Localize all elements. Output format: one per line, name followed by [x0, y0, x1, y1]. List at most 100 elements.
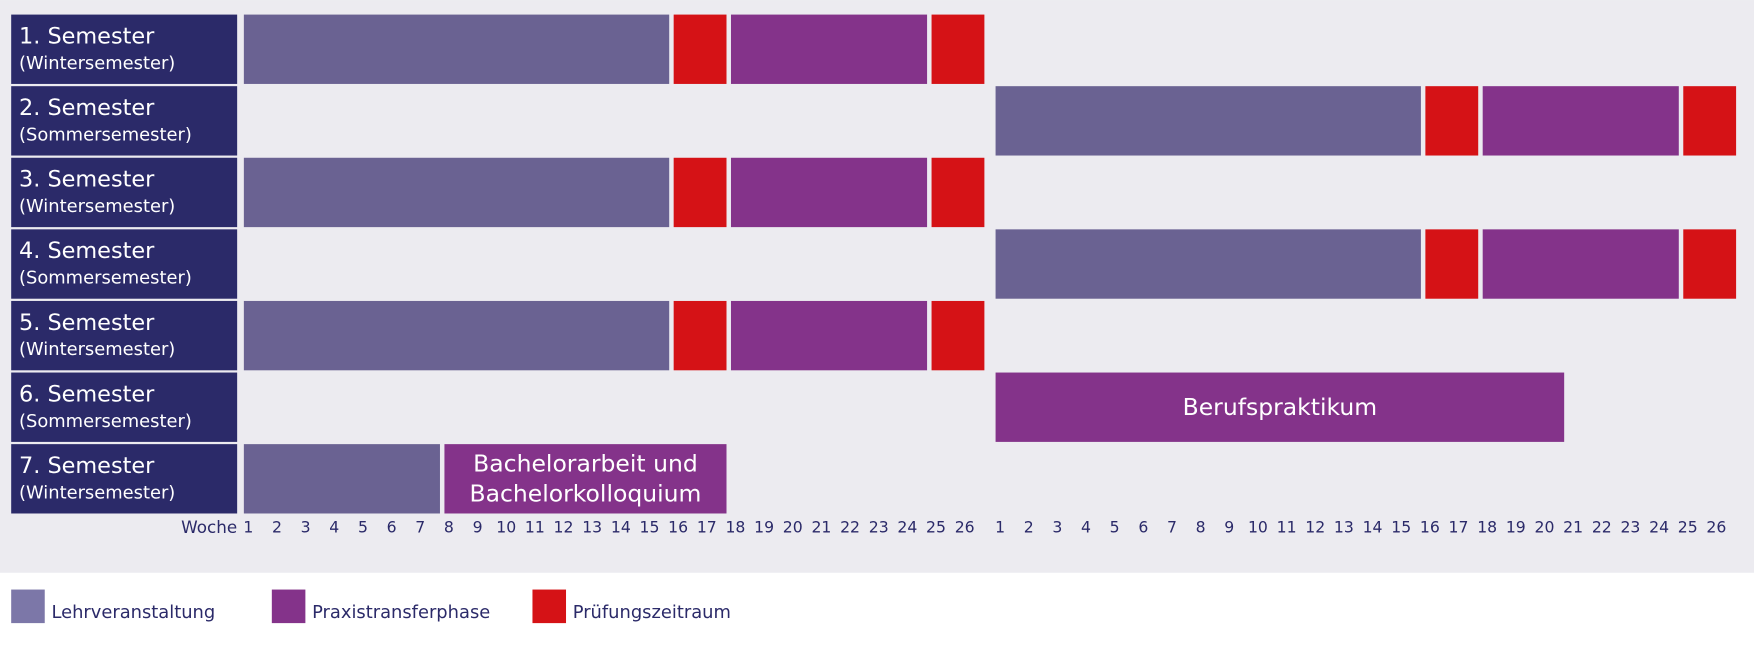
segment: [995, 372, 1565, 442]
week-label: 2: [1024, 518, 1034, 537]
week-label: 13: [1334, 518, 1354, 537]
week-label: 21: [1563, 518, 1583, 537]
row-subtitle: (Wintersemester): [19, 53, 175, 74]
week-label: 8: [1196, 518, 1206, 537]
row-title: 1. Semester: [19, 23, 155, 49]
week-label: 4: [1081, 518, 1091, 537]
week-label: 15: [1391, 518, 1411, 537]
segment: [1482, 86, 1679, 156]
week-label: 10: [1248, 518, 1268, 537]
row-label-box: [11, 86, 238, 156]
week-label: 14: [611, 518, 631, 537]
week-label: 11: [525, 518, 545, 537]
segment: [931, 300, 985, 371]
segment: [1425, 86, 1479, 156]
week-label: 17: [697, 518, 717, 537]
week-label: 12: [554, 518, 574, 537]
week-label: 16: [668, 518, 688, 537]
row-subtitle: (Sommersemester): [19, 124, 192, 145]
week-label: 20: [783, 518, 803, 537]
row-subtitle: (Sommersemester): [19, 268, 192, 289]
row-title: 6. Semester: [19, 381, 155, 407]
week-label: 21: [811, 518, 831, 537]
week-label: 9: [1224, 518, 1234, 537]
segment: [730, 157, 928, 228]
week-label: 6: [1138, 518, 1148, 537]
week-label: 23: [1620, 518, 1640, 537]
segment: [1683, 229, 1737, 299]
row-subtitle: (Wintersemester): [19, 339, 175, 360]
week-label: 12: [1305, 518, 1325, 537]
week-label: 3: [1052, 518, 1062, 537]
week-label: 23: [869, 518, 889, 537]
week-label: 19: [754, 518, 774, 537]
week-label: 8: [444, 518, 454, 537]
segment: [931, 14, 985, 84]
axis-label: Woche: [181, 517, 237, 537]
week-label: 11: [1277, 518, 1297, 537]
week-label: 24: [1649, 518, 1669, 537]
row-title: 7. Semester: [19, 453, 155, 479]
row-label-box: [11, 229, 238, 299]
legend-swatch: [532, 589, 567, 624]
segment-label: Bachelorarbeit und: [473, 449, 698, 477]
segment: [730, 14, 928, 84]
week-label: 22: [840, 518, 860, 537]
segment: [673, 14, 727, 84]
segment: [1482, 229, 1679, 299]
row-title: 4. Semester: [19, 238, 155, 264]
week-label: 7: [415, 518, 425, 537]
week-label: 20: [1535, 518, 1555, 537]
segment: [243, 300, 670, 371]
week-label: 4: [329, 518, 339, 537]
week-label: 1: [995, 518, 1005, 537]
legend-label: Lehrveranstaltung: [51, 602, 215, 623]
segment: [673, 157, 727, 228]
row-title: 2. Semester: [19, 95, 155, 121]
legend-swatch: [271, 589, 306, 624]
row-label-box: [11, 14, 238, 84]
row-label-box: [11, 372, 238, 442]
week-label: 10: [496, 518, 516, 537]
row-label-box: [11, 157, 238, 228]
week-label: 5: [1110, 518, 1120, 537]
segment: [995, 229, 1421, 299]
segment: [673, 300, 727, 371]
row-subtitle: (Wintersemester): [19, 196, 175, 217]
week-label: 13: [582, 518, 602, 537]
row-subtitle: (Sommersemester): [19, 411, 192, 432]
week-label: 22: [1592, 518, 1612, 537]
legend-swatch: [11, 589, 45, 624]
row-title: 3. Semester: [19, 167, 155, 193]
row-title: 5. Semester: [19, 310, 155, 336]
week-label: 25: [926, 518, 946, 537]
segment: [995, 86, 1421, 156]
week-label: 15: [640, 518, 660, 537]
week-label: 17: [1449, 518, 1469, 537]
week-label: 1: [243, 518, 253, 537]
week-label: 26: [955, 518, 975, 537]
row-subtitle: (Wintersemester): [19, 482, 175, 503]
week-label: 24: [897, 518, 917, 537]
legend-label: Prüfungszeitraum: [573, 602, 731, 623]
row-label-box: [11, 444, 238, 514]
segment: [444, 444, 727, 514]
row-label-box: [11, 300, 238, 371]
segment: [243, 14, 670, 84]
week-label: 25: [1678, 518, 1698, 537]
segment: [1425, 229, 1479, 299]
segment-label: Bachelorkolloquium: [470, 480, 702, 508]
segment-label: Berufspraktikum: [1183, 393, 1378, 421]
week-label: 9: [473, 518, 483, 537]
week-label: 18: [1477, 518, 1497, 537]
week-label: 5: [358, 518, 368, 537]
segment: [1683, 86, 1737, 156]
week-label: 3: [301, 518, 311, 537]
week-label: 14: [1363, 518, 1383, 537]
segment: [243, 444, 440, 514]
week-label: 2: [272, 518, 282, 537]
week-label: 7: [1167, 518, 1177, 537]
segment: [243, 157, 670, 228]
week-label: 6: [387, 518, 397, 537]
